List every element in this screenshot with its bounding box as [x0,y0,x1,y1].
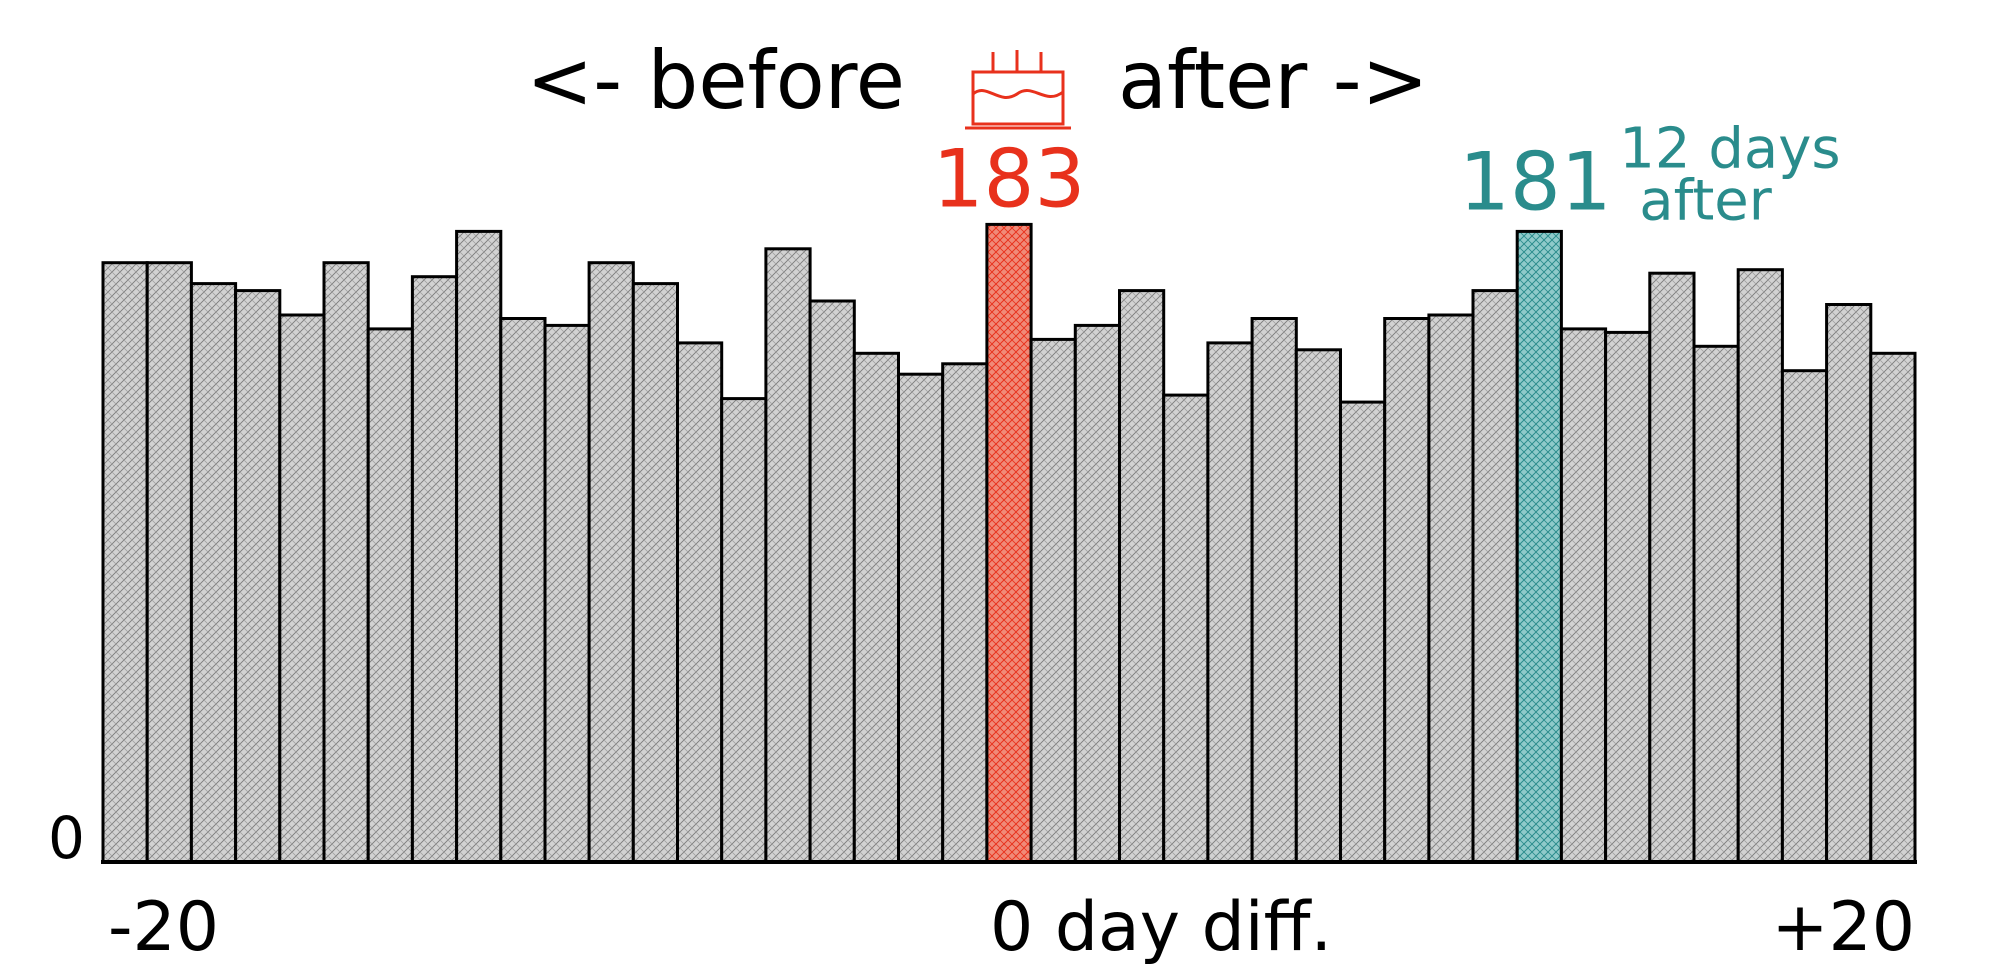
birthday-value-label: 183 [933,132,1086,225]
bar [1383,317,1431,864]
bar [1648,271,1696,864]
peak-value-label: 181 [1459,135,1612,228]
bar [852,351,900,864]
bar [720,397,768,864]
bar [410,275,459,864]
bar-peak [1515,229,1563,864]
bar [808,299,856,864]
bar [1073,323,1122,864]
bar [1250,317,1298,864]
title-before: <- before [526,34,905,127]
bar [499,317,547,864]
bar [145,261,193,864]
bar [1869,351,1917,864]
peak-note-line1: 12 days [1619,116,1840,181]
bar [322,261,370,864]
bar [1339,400,1387,864]
title-after: after -> [1118,34,1429,127]
bar-birthday [985,222,1033,864]
bar [189,282,238,864]
bar [1471,289,1519,864]
peak-note-line2: after [1639,168,1772,233]
bar [764,247,812,864]
x-label-center: 0 day diff. [990,888,1332,967]
x-label-right: +20 [1771,888,1915,967]
x-label-left: -20 [108,888,219,967]
birthday-cake-icon [965,50,1071,130]
bar [1206,341,1254,864]
bar [234,289,282,864]
bar [366,327,414,864]
bar [941,362,989,864]
bar [1559,327,1608,864]
bar [1604,330,1652,864]
bar [1162,393,1210,864]
bar [1118,289,1166,864]
bar [1692,344,1740,864]
bar [1427,313,1475,864]
bar [455,229,503,864]
bar [1029,337,1077,864]
bar [1294,348,1343,864]
bar [1780,369,1829,864]
bar [676,341,724,864]
y-tick-zero: 0 [48,804,85,872]
bar [543,323,591,864]
bar [278,313,326,864]
bar [587,261,635,864]
bar [1825,303,1873,864]
bar [631,282,679,864]
bar [897,372,945,864]
bar [101,261,149,864]
bars [101,222,1917,864]
bar [1736,268,1784,864]
